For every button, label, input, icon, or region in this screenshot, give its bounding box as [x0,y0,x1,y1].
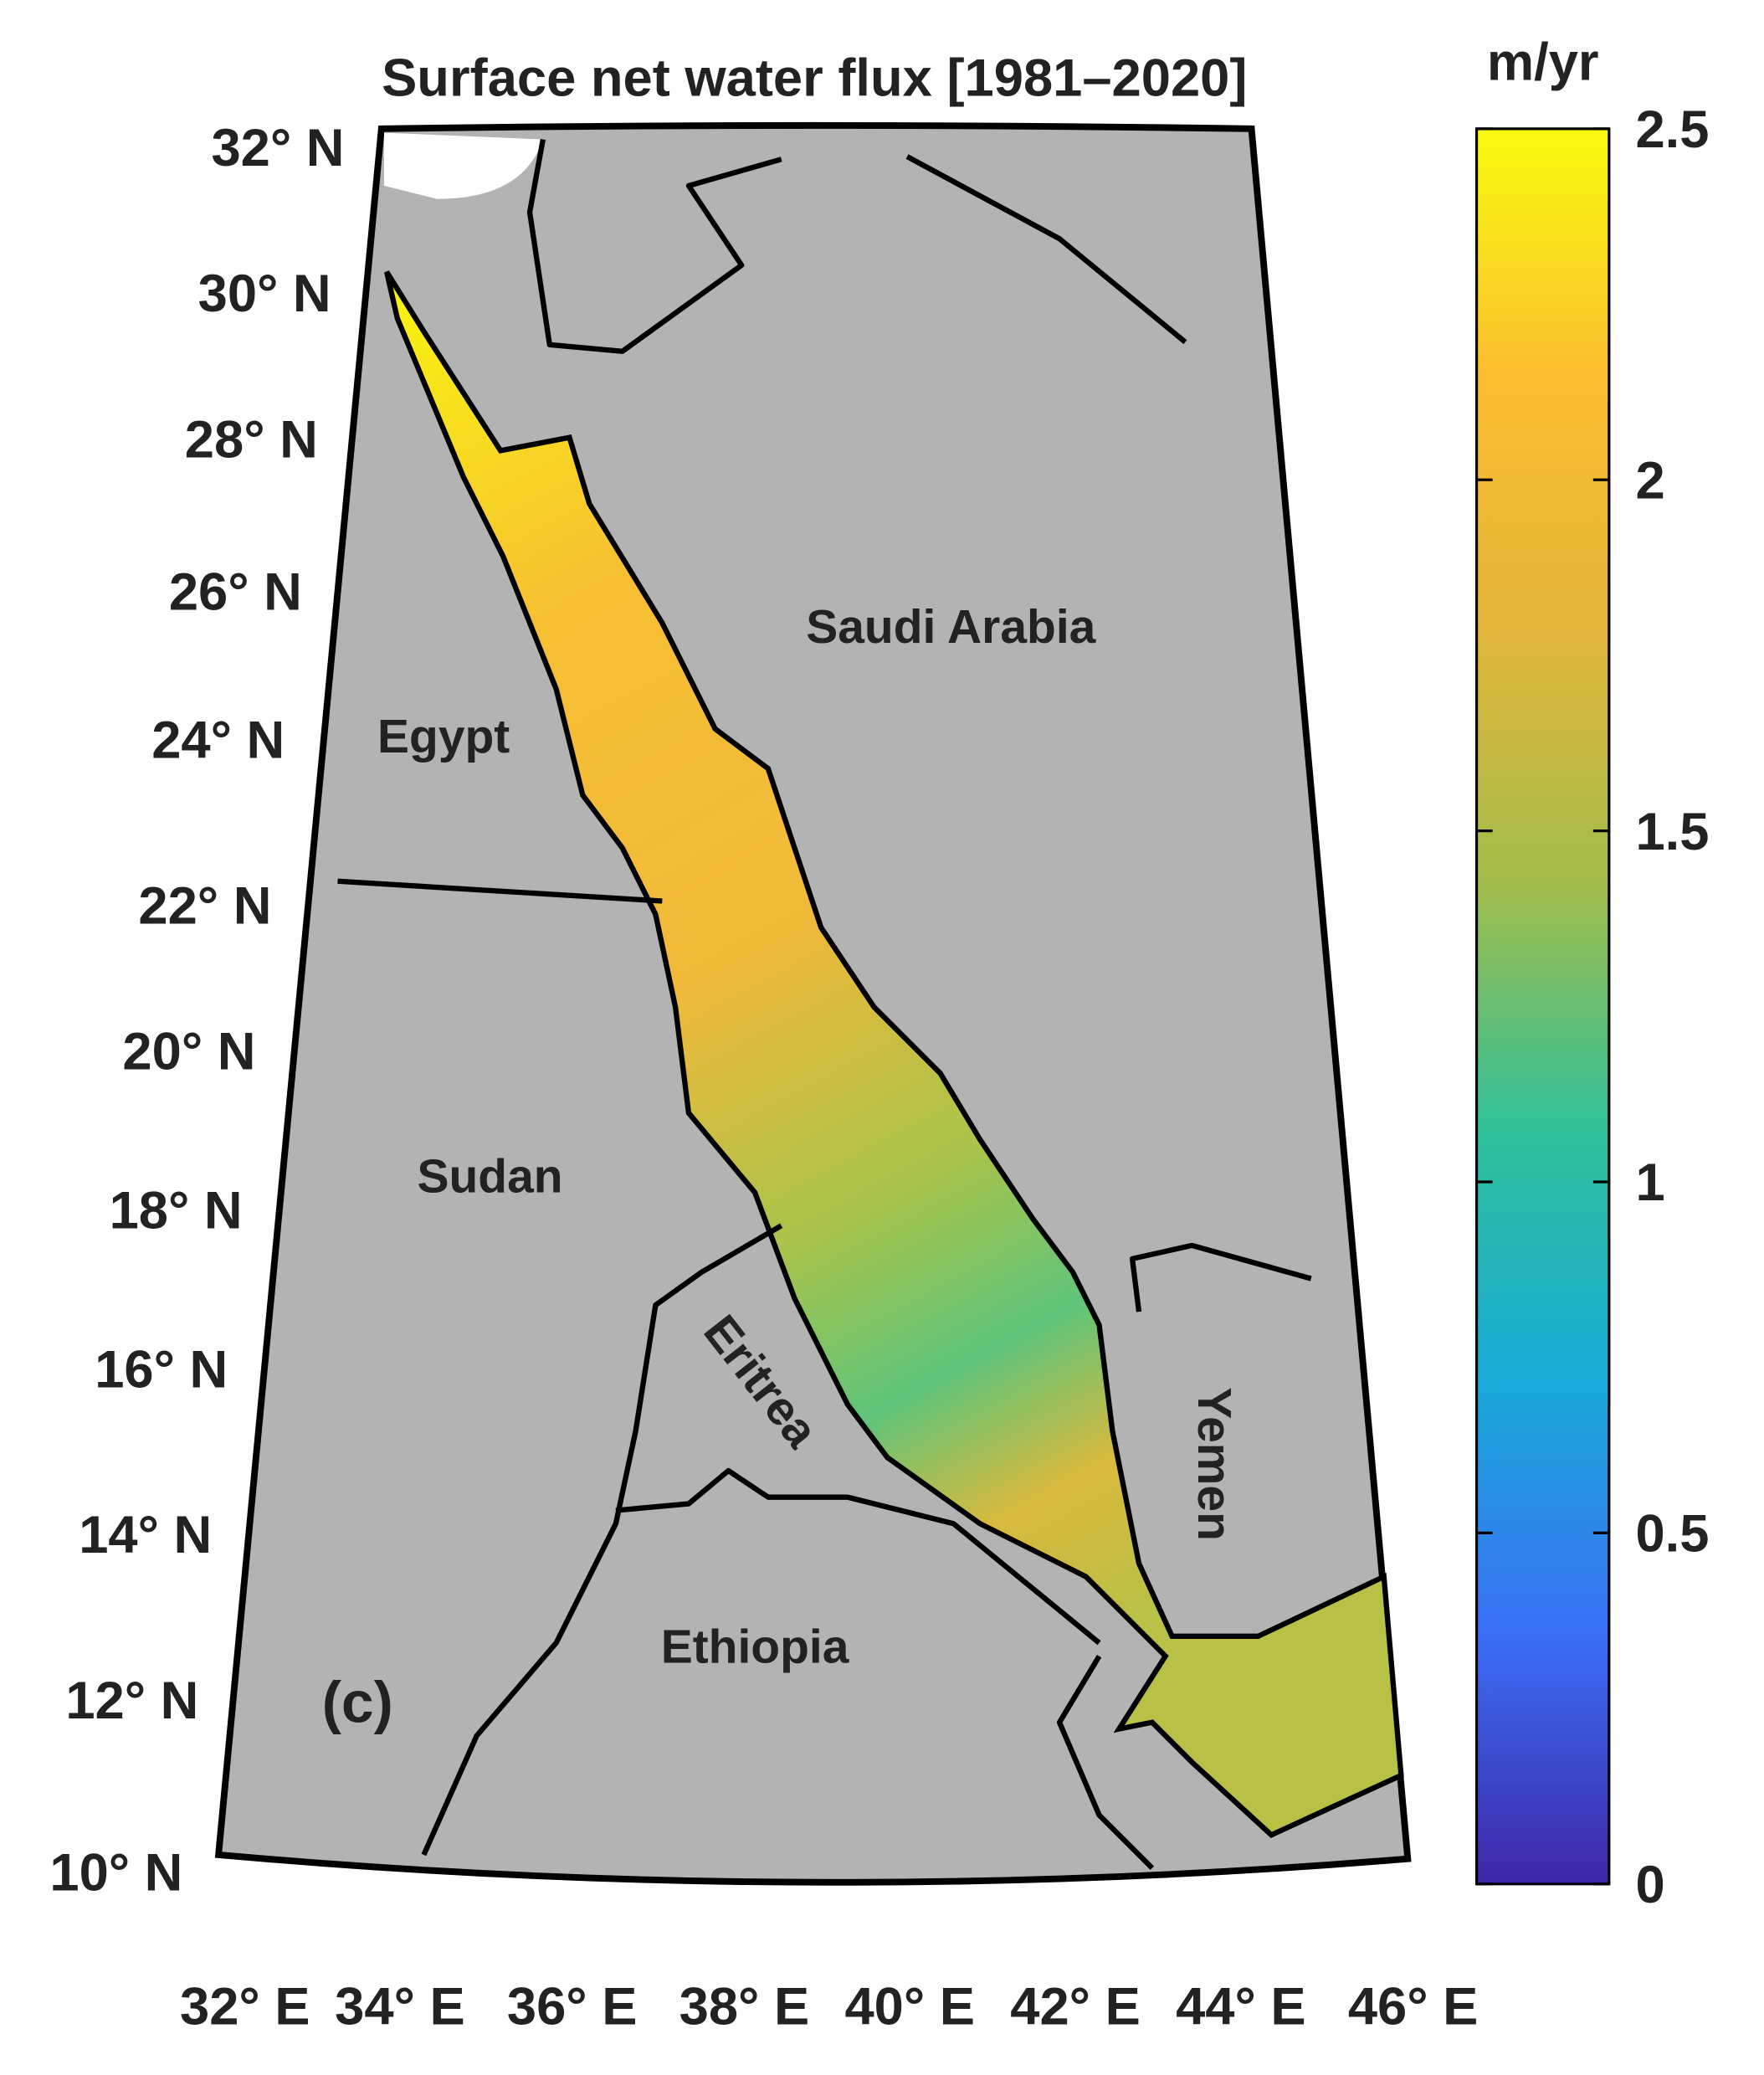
latitude-label: 28° N [185,410,318,469]
colorbar [1474,127,1611,1886]
longitude-label: 32° E [180,1978,310,2036]
longitude-label: 34° E [335,1978,465,2036]
latitude-label: 14° N [79,1506,212,1564]
panel-label: (c) [322,1670,393,1735]
colorbar-tick-label: 2.5 [1635,100,1709,159]
latitude-label: 18° N [110,1181,243,1240]
mediterranean [383,132,543,199]
latitude-label: 24° N [151,711,285,770]
colorbar-tick-label: 1.5 [1635,803,1709,861]
latitude-label: 30° N [198,265,331,323]
longitude-label: 38° E [679,1978,810,2036]
colorbar-tick-label: 1 [1635,1153,1664,1212]
latitude-label: 22° N [138,876,271,935]
latitude-label: 12° N [65,1672,198,1730]
longitude-label: 36° E [507,1978,638,2036]
country-label: Saudi Arabia [806,600,1096,654]
latitude-label: 26° N [169,562,302,621]
longitude-label: 42° E [1010,1978,1141,2036]
longitude-label: 44° E [1176,1978,1306,2036]
colorbar-tick-label: 0.5 [1635,1505,1709,1564]
colorbar-label: m/yr [1487,33,1599,91]
country-borders [337,138,1312,1871]
country-label: Ethiopia [661,1620,850,1673]
country-label: Yemen [1187,1387,1241,1541]
country-label: Egypt [377,710,510,763]
colorbar-tick-label: 0 [1635,1856,1664,1914]
latitude-label: 32° N [211,119,344,177]
country-label: Sudan [418,1150,563,1204]
title: Surface net water flux [1981–2020] [382,49,1247,107]
latitude-label: 16° N [95,1340,228,1399]
latitude-label: 20° N [122,1022,255,1081]
colorbar-tick-label: 2 [1635,451,1664,510]
latitude-label: 10° N [49,1844,182,1903]
red-sea [384,270,1404,1838]
longitude-label: 46° E [1348,1978,1479,2036]
longitude-label: 40° E [844,1978,975,2036]
